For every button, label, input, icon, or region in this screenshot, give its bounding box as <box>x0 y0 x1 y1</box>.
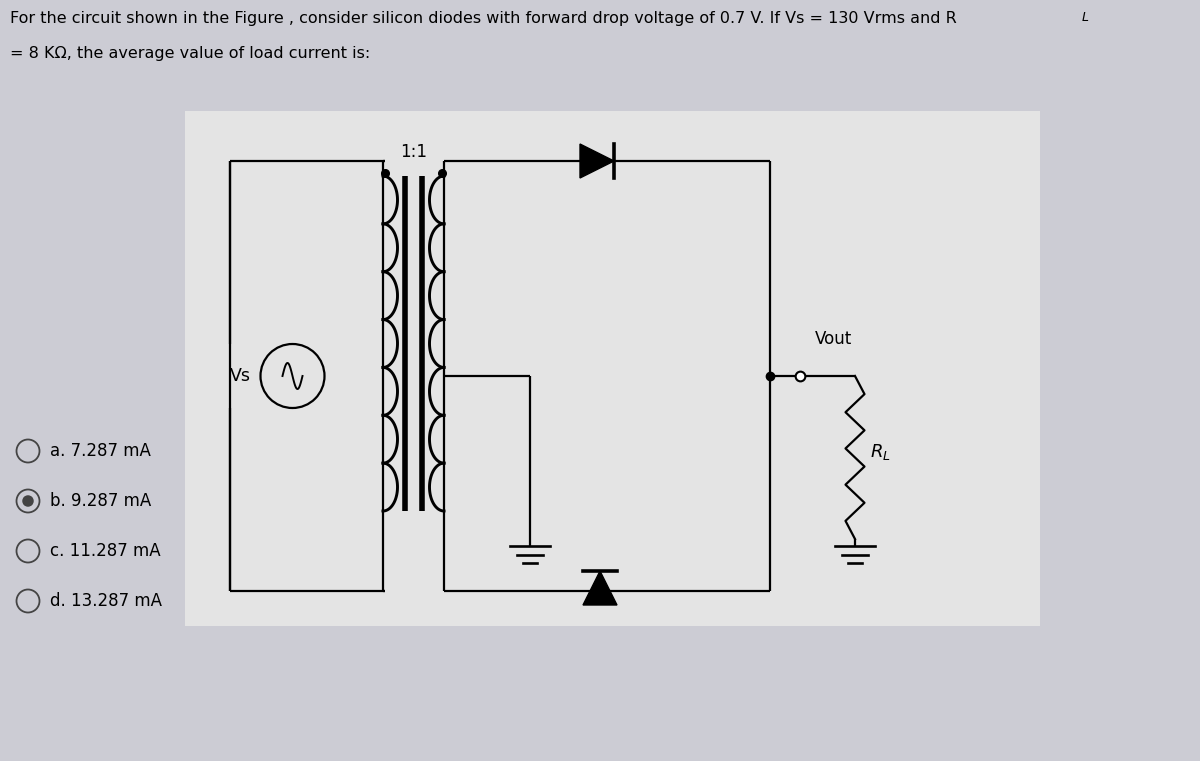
Polygon shape <box>580 144 614 178</box>
Text: L: L <box>1082 11 1090 24</box>
Polygon shape <box>583 571 617 605</box>
Text: Vs: Vs <box>229 367 251 385</box>
Text: = 8 KΩ, the average value of load current is:: = 8 KΩ, the average value of load curren… <box>10 46 371 61</box>
Text: d. 13.287 mA: d. 13.287 mA <box>50 592 162 610</box>
FancyBboxPatch shape <box>185 111 1040 626</box>
Text: 1:1: 1:1 <box>400 143 427 161</box>
Text: a. 7.287 mA: a. 7.287 mA <box>50 442 151 460</box>
Text: c. 11.287 mA: c. 11.287 mA <box>50 542 161 560</box>
Text: For the circuit shown in the Figure , consider silicon diodes with forward drop : For the circuit shown in the Figure , co… <box>10 11 956 26</box>
Text: $R_L$: $R_L$ <box>870 442 890 463</box>
Circle shape <box>23 495 34 507</box>
Text: b. 9.287 mA: b. 9.287 mA <box>50 492 151 510</box>
Text: Vout: Vout <box>815 330 852 348</box>
